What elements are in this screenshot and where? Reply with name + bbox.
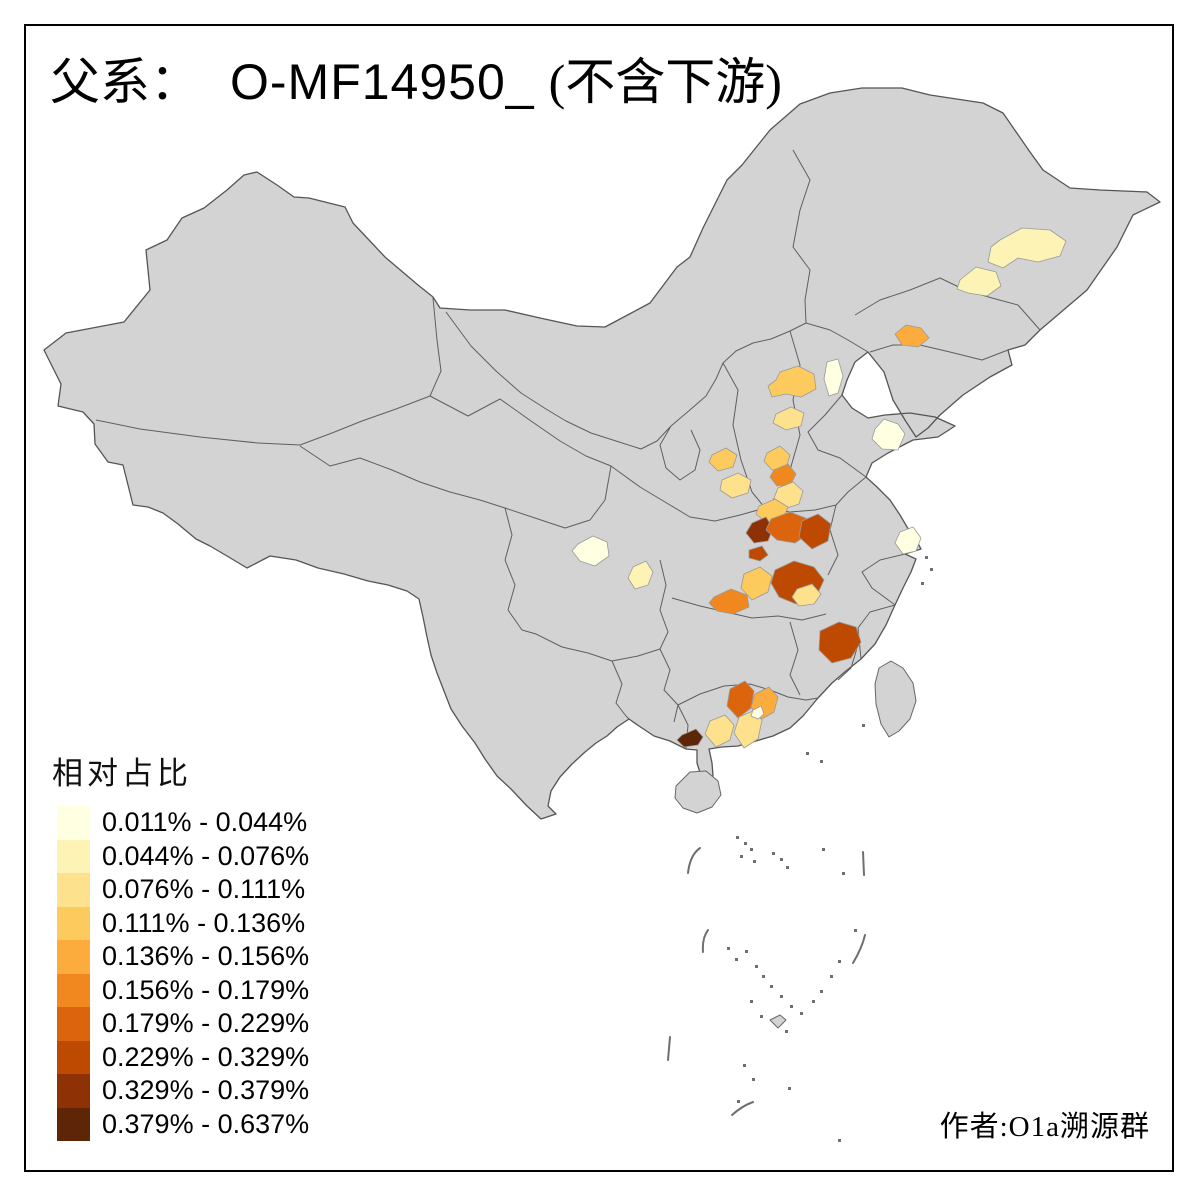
- legend-swatch: [57, 906, 90, 940]
- legend-row: 0.011% - 0.044%: [57, 806, 309, 840]
- region-beijing-baoding: [767, 365, 817, 398]
- region-heilongjiang-daqing: [956, 266, 1002, 297]
- legend-row: 0.229% - 0.329%: [57, 1040, 310, 1074]
- choropleth-regions: [571, 227, 1067, 749]
- legend-swatch: [57, 806, 90, 840]
- legend-row: 0.044% - 0.076%: [57, 839, 310, 873]
- region-shaanxi-yanan: [708, 447, 738, 472]
- legend-label: 0.179% - 0.229%: [102, 1008, 310, 1038]
- legend-swatch: [57, 940, 90, 974]
- region-shandong-weifang: [871, 418, 906, 451]
- region-hunan-changde: [708, 588, 750, 615]
- legend-row: 0.179% - 0.229%: [57, 1007, 309, 1041]
- region-jiangxi-fuzhou: [818, 621, 862, 664]
- region-hubei-xiangyang: [748, 545, 769, 562]
- title-prefix: 父系：: [50, 54, 200, 110]
- legend-swatch: [57, 1074, 90, 1108]
- region-guangdong-foshan: [750, 705, 765, 720]
- taiwan-island: [874, 660, 917, 738]
- legend-label: 0.044% - 0.076%: [102, 840, 310, 871]
- legend-swatch: [57, 1040, 90, 1074]
- legend-label: 0.229% - 0.329%: [102, 1041, 310, 1072]
- region-guangxi-beihai: [676, 728, 704, 748]
- region-sichuan-chengdu: [571, 535, 610, 567]
- region-shanghai-area: [894, 526, 922, 555]
- legend-label: 0.329% - 0.379%: [102, 1075, 310, 1105]
- legend-label: 0.156% - 0.179%: [102, 974, 310, 1005]
- legend: 0.011% - 0.044% 0.044% - 0.076% 0.076% - 0…: [57, 806, 309, 1141]
- region-shanxi-linfen: [719, 472, 752, 499]
- hainan-island: [674, 770, 722, 814]
- legend-label: 0.011% - 0.044%: [102, 807, 308, 837]
- legend-label: 0.076% - 0.111%: [102, 874, 306, 904]
- legend-title: 相对占比: [52, 756, 192, 791]
- legend-label: 0.136% - 0.156%: [102, 941, 310, 971]
- region-henan-nanyang: [745, 516, 774, 544]
- region-tianjin: [823, 358, 844, 397]
- legend-swatch: [57, 1007, 90, 1041]
- legend-row: 0.136% - 0.156%: [57, 940, 309, 974]
- region-chongqing: [627, 560, 654, 590]
- map-title: 父系： O-MF14950_ (不含下游): [50, 55, 782, 110]
- region-liaoning-panjin: [894, 324, 930, 348]
- legend-row: 0.379% - 0.637%: [57, 1107, 310, 1141]
- region-shijiazhuang: [772, 406, 805, 431]
- legend-row: 0.076% - 0.111%: [57, 873, 309, 907]
- region-guangdong-qingyuan: [726, 680, 755, 719]
- legend-swatch: [57, 1107, 90, 1141]
- legend-swatch: [57, 873, 90, 907]
- china-mainland-outline: [43, 87, 1161, 820]
- legend-swatch: [57, 839, 90, 873]
- region-guangdong-zhaoqing: [704, 714, 735, 748]
- legend-swatch: [57, 973, 90, 1007]
- legend-label: 0.111% - 0.136%: [102, 907, 306, 938]
- islet: [769, 1014, 787, 1029]
- region-heilongjiang-suihua: [987, 227, 1067, 269]
- title-haplogroup-code: O-MF14950_: [230, 54, 535, 110]
- region-henan-xinyang: [798, 513, 832, 550]
- attribution: 作者:O1a溯源群: [939, 1111, 1150, 1143]
- legend-row: 0.111% - 0.136%: [57, 906, 309, 940]
- legend-row: 0.329% - 0.379%: [57, 1074, 309, 1108]
- region-henan-north: [773, 481, 804, 510]
- nine-dash-line-segments: [667, 847, 866, 1116]
- legend-label: 0.379% - 0.637%: [102, 1108, 310, 1139]
- province-borders: [95, 149, 1041, 750]
- plot-frame: [24, 24, 1174, 1172]
- legend-row: 0.156% - 0.179%: [57, 973, 310, 1007]
- title-suffix: (不含下游): [548, 54, 782, 110]
- region-hubei-shiyan: [740, 566, 773, 601]
- region-hubei-xiaogan: [791, 583, 822, 607]
